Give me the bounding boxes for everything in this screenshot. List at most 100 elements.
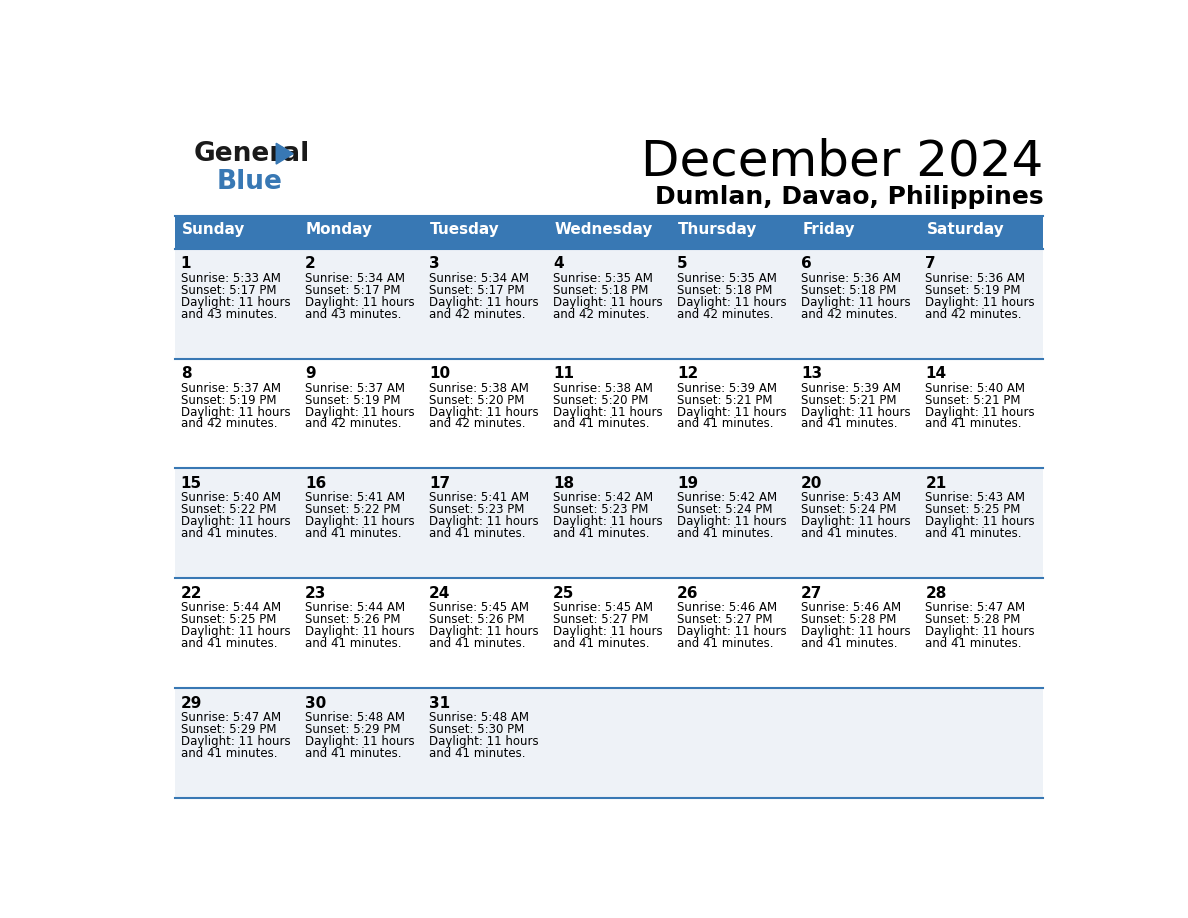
Text: and 42 minutes.: and 42 minutes. — [429, 418, 525, 431]
Text: Daylight: 11 hours: Daylight: 11 hours — [429, 296, 538, 308]
Text: Sunset: 5:21 PM: Sunset: 5:21 PM — [925, 394, 1020, 407]
Text: Sunset: 5:28 PM: Sunset: 5:28 PM — [925, 613, 1020, 626]
Text: Sunday: Sunday — [182, 222, 246, 237]
Text: Daylight: 11 hours: Daylight: 11 hours — [429, 406, 538, 419]
Text: 4: 4 — [552, 256, 563, 272]
Text: 20: 20 — [801, 476, 822, 491]
Text: Sunrise: 5:36 AM: Sunrise: 5:36 AM — [801, 272, 902, 285]
Text: Sunset: 5:27 PM: Sunset: 5:27 PM — [677, 613, 772, 626]
Text: Sunset: 5:17 PM: Sunset: 5:17 PM — [429, 284, 524, 297]
Text: 6: 6 — [801, 256, 811, 272]
Text: Daylight: 11 hours: Daylight: 11 hours — [181, 735, 290, 748]
Bar — [175, 578, 1043, 688]
Text: and 42 minutes.: and 42 minutes. — [181, 418, 277, 431]
Text: 21: 21 — [925, 476, 947, 491]
Text: and 41 minutes.: and 41 minutes. — [305, 637, 402, 650]
Text: 3: 3 — [429, 256, 440, 272]
Text: Daylight: 11 hours: Daylight: 11 hours — [305, 406, 415, 419]
Text: Sunset: 5:29 PM: Sunset: 5:29 PM — [181, 723, 277, 736]
Text: Sunrise: 5:46 AM: Sunrise: 5:46 AM — [677, 601, 777, 614]
Text: Sunset: 5:28 PM: Sunset: 5:28 PM — [801, 613, 897, 626]
Text: Sunrise: 5:41 AM: Sunrise: 5:41 AM — [429, 491, 529, 505]
Text: Sunset: 5:19 PM: Sunset: 5:19 PM — [181, 394, 277, 407]
Text: Daylight: 11 hours: Daylight: 11 hours — [429, 735, 538, 748]
Text: 10: 10 — [429, 366, 450, 381]
Text: Daylight: 11 hours: Daylight: 11 hours — [552, 515, 663, 529]
Text: Sunrise: 5:40 AM: Sunrise: 5:40 AM — [925, 382, 1025, 395]
Text: 26: 26 — [677, 586, 699, 601]
Text: and 41 minutes.: and 41 minutes. — [552, 418, 650, 431]
Text: Sunrise: 5:36 AM: Sunrise: 5:36 AM — [925, 272, 1025, 285]
Text: Sunrise: 5:43 AM: Sunrise: 5:43 AM — [801, 491, 902, 505]
Text: 2: 2 — [305, 256, 316, 272]
Text: and 41 minutes.: and 41 minutes. — [925, 418, 1022, 431]
Text: Sunrise: 5:42 AM: Sunrise: 5:42 AM — [677, 491, 777, 505]
Text: Sunrise: 5:43 AM: Sunrise: 5:43 AM — [925, 491, 1025, 505]
Text: and 41 minutes.: and 41 minutes. — [181, 747, 277, 760]
Text: Sunrise: 5:41 AM: Sunrise: 5:41 AM — [305, 491, 405, 505]
Text: Sunset: 5:22 PM: Sunset: 5:22 PM — [305, 503, 400, 517]
Text: Daylight: 11 hours: Daylight: 11 hours — [925, 625, 1035, 638]
Text: 22: 22 — [181, 586, 202, 601]
Text: Sunrise: 5:37 AM: Sunrise: 5:37 AM — [305, 382, 405, 395]
Text: Sunrise: 5:47 AM: Sunrise: 5:47 AM — [181, 711, 280, 724]
Text: 13: 13 — [801, 366, 822, 381]
Text: Sunrise: 5:37 AM: Sunrise: 5:37 AM — [181, 382, 280, 395]
Text: 23: 23 — [305, 586, 327, 601]
Text: Sunrise: 5:44 AM: Sunrise: 5:44 AM — [181, 601, 280, 614]
Text: Daylight: 11 hours: Daylight: 11 hours — [677, 515, 786, 529]
Text: Daylight: 11 hours: Daylight: 11 hours — [429, 625, 538, 638]
Text: and 41 minutes.: and 41 minutes. — [801, 637, 898, 650]
Text: and 42 minutes.: and 42 minutes. — [429, 308, 525, 320]
Text: Daylight: 11 hours: Daylight: 11 hours — [925, 296, 1035, 308]
Text: Daylight: 11 hours: Daylight: 11 hours — [925, 406, 1035, 419]
Text: and 41 minutes.: and 41 minutes. — [677, 637, 773, 650]
Text: Wednesday: Wednesday — [555, 222, 652, 237]
Text: Sunrise: 5:45 AM: Sunrise: 5:45 AM — [552, 601, 653, 614]
Bar — [175, 217, 1043, 249]
Text: and 41 minutes.: and 41 minutes. — [801, 527, 898, 541]
Text: Daylight: 11 hours: Daylight: 11 hours — [429, 515, 538, 529]
Text: and 41 minutes.: and 41 minutes. — [429, 637, 525, 650]
Text: General: General — [194, 141, 310, 167]
Text: and 41 minutes.: and 41 minutes. — [305, 747, 402, 760]
Text: Sunrise: 5:35 AM: Sunrise: 5:35 AM — [677, 272, 777, 285]
Text: and 42 minutes.: and 42 minutes. — [677, 308, 773, 320]
Text: 9: 9 — [305, 366, 316, 381]
Text: and 41 minutes.: and 41 minutes. — [677, 418, 773, 431]
Text: Daylight: 11 hours: Daylight: 11 hours — [181, 515, 290, 529]
Text: Daylight: 11 hours: Daylight: 11 hours — [181, 625, 290, 638]
Text: Sunset: 5:17 PM: Sunset: 5:17 PM — [305, 284, 400, 297]
Text: Daylight: 11 hours: Daylight: 11 hours — [801, 406, 911, 419]
Text: 16: 16 — [305, 476, 326, 491]
Text: and 41 minutes.: and 41 minutes. — [305, 527, 402, 541]
Text: Sunset: 5:20 PM: Sunset: 5:20 PM — [429, 394, 524, 407]
Text: Daylight: 11 hours: Daylight: 11 hours — [552, 296, 663, 308]
Text: and 42 minutes.: and 42 minutes. — [801, 308, 898, 320]
Text: and 41 minutes.: and 41 minutes. — [552, 637, 650, 650]
Text: and 43 minutes.: and 43 minutes. — [305, 308, 402, 320]
Text: Sunset: 5:30 PM: Sunset: 5:30 PM — [429, 723, 524, 736]
Text: and 43 minutes.: and 43 minutes. — [181, 308, 277, 320]
Text: and 41 minutes.: and 41 minutes. — [552, 527, 650, 541]
Text: Sunset: 5:26 PM: Sunset: 5:26 PM — [305, 613, 400, 626]
Text: Daylight: 11 hours: Daylight: 11 hours — [552, 406, 663, 419]
Bar — [175, 468, 1043, 578]
Text: Sunrise: 5:38 AM: Sunrise: 5:38 AM — [552, 382, 653, 395]
Text: Daylight: 11 hours: Daylight: 11 hours — [677, 406, 786, 419]
Text: Sunset: 5:20 PM: Sunset: 5:20 PM — [552, 394, 649, 407]
Text: Sunset: 5:29 PM: Sunset: 5:29 PM — [305, 723, 400, 736]
Text: Sunrise: 5:34 AM: Sunrise: 5:34 AM — [429, 272, 529, 285]
Text: and 42 minutes.: and 42 minutes. — [925, 308, 1022, 320]
Text: Sunrise: 5:38 AM: Sunrise: 5:38 AM — [429, 382, 529, 395]
Text: 12: 12 — [677, 366, 699, 381]
Text: Daylight: 11 hours: Daylight: 11 hours — [305, 515, 415, 529]
Text: 7: 7 — [925, 256, 936, 272]
Text: and 41 minutes.: and 41 minutes. — [181, 527, 277, 541]
Text: Sunset: 5:18 PM: Sunset: 5:18 PM — [677, 284, 772, 297]
Text: Sunset: 5:25 PM: Sunset: 5:25 PM — [181, 613, 276, 626]
Text: Sunrise: 5:34 AM: Sunrise: 5:34 AM — [305, 272, 405, 285]
Text: and 41 minutes.: and 41 minutes. — [925, 527, 1022, 541]
Text: Daylight: 11 hours: Daylight: 11 hours — [305, 296, 415, 308]
Text: Dumlan, Davao, Philippines: Dumlan, Davao, Philippines — [655, 185, 1043, 209]
